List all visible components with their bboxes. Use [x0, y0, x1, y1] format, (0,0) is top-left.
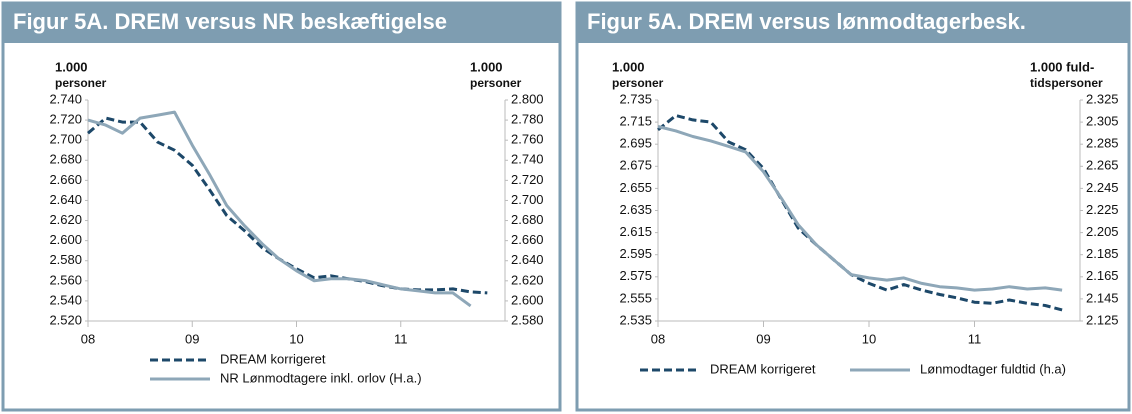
y-axis-label: 1.000	[55, 59, 88, 74]
y2-tick-label: 2.680	[511, 212, 544, 227]
y-tick-label: 2.720	[49, 112, 82, 127]
y-tick-label: 2.575	[619, 268, 652, 283]
y-tick-label: 2.735	[619, 91, 652, 106]
y2-tick-label: 2.305	[1086, 114, 1119, 129]
y-tick-label: 2.700	[49, 132, 82, 147]
panel-frame	[1, 1, 562, 412]
y2-tick-label: 2.780	[511, 112, 544, 127]
x-tick-label: 11	[968, 331, 982, 346]
y2-tick-label: 2.145	[1086, 290, 1119, 305]
panel-header	[3, 3, 560, 43]
y2-tick-label: 2.720	[511, 172, 544, 187]
legend-label: DREAM korrigeret	[220, 351, 326, 366]
y2-axis-label: personer	[470, 76, 522, 90]
legend-label: NR Lønmodtagere inkl. orlov (H.a.)	[220, 370, 422, 385]
panel-header	[577, 3, 1129, 43]
y-tick-label: 2.675	[619, 158, 652, 173]
y2-tick-label: 2.660	[511, 232, 544, 247]
y2-tick-label: 2.580	[511, 312, 544, 327]
chart-title: Figur 5A. DREM versus NR beskæftigelse	[13, 9, 447, 34]
legend-label: DREAM korrigeret	[710, 361, 816, 376]
y2-tick-label: 2.225	[1086, 202, 1119, 217]
x-tick-label: 08	[651, 331, 665, 346]
chart-title: Figur 5A. DREM versus lønmodtagerbesk.	[587, 9, 1026, 34]
x-tick-label: 10	[862, 331, 876, 346]
y2-tick-label: 2.185	[1086, 246, 1119, 261]
y-tick-label: 2.640	[49, 192, 82, 207]
y2-axis-label: 1.000 fuld-	[1030, 59, 1094, 74]
y2-tick-label: 2.265	[1086, 158, 1119, 173]
y2-tick-label: 2.285	[1086, 136, 1119, 151]
y-tick-label: 2.600	[49, 232, 82, 247]
y2-tick-label: 2.325	[1086, 91, 1119, 106]
y-tick-label: 2.680	[49, 152, 82, 167]
x-tick-label: 10	[289, 331, 303, 346]
y-tick-label: 2.615	[619, 224, 652, 239]
y-tick-label: 2.655	[619, 180, 652, 195]
y-axis-label: 1.000	[612, 59, 645, 74]
y-tick-label: 2.695	[619, 136, 652, 151]
y-axis-label: personer	[612, 76, 664, 90]
y2-tick-label: 2.800	[511, 91, 544, 106]
y-tick-label: 2.560	[49, 272, 82, 287]
y2-tick-label: 2.760	[511, 132, 544, 147]
y-tick-label: 2.660	[49, 172, 82, 187]
x-tick-label: 08	[81, 331, 95, 346]
y2-tick-label: 2.125	[1086, 312, 1119, 327]
x-tick-label: 09	[185, 331, 199, 346]
y-tick-label: 2.580	[49, 252, 82, 267]
series-line	[87, 110, 472, 308]
y-tick-label: 2.520	[49, 312, 82, 327]
y-tick-label: 2.595	[619, 246, 652, 261]
y2-tick-label: 2.700	[511, 192, 544, 207]
y2-tick-label: 2.640	[511, 252, 544, 267]
x-tick-label: 09	[756, 331, 770, 346]
series-line	[657, 125, 1063, 292]
y2-axis-label: 1.000	[470, 59, 503, 74]
y-tick-label: 2.540	[49, 292, 82, 307]
y2-tick-label: 2.205	[1086, 224, 1119, 239]
y2-tick-label: 2.245	[1086, 180, 1119, 195]
series-line	[657, 114, 1063, 312]
y-tick-label: 2.635	[619, 202, 652, 217]
y-tick-label: 2.715	[619, 114, 652, 129]
y-tick-label: 2.555	[619, 290, 652, 305]
y-tick-label: 2.620	[49, 212, 82, 227]
y-axis-label: personer	[55, 76, 107, 90]
y-tick-label: 2.535	[619, 312, 652, 327]
y2-tick-label: 2.600	[511, 292, 544, 307]
y2-tick-label: 2.740	[511, 152, 544, 167]
y-tick-label: 2.740	[49, 91, 82, 106]
x-tick-label: 11	[394, 331, 408, 346]
y2-axis-label: tidspersoner	[1030, 76, 1103, 90]
y2-tick-label: 2.620	[511, 272, 544, 287]
y2-tick-label: 2.165	[1086, 268, 1119, 283]
legend-label: Lønmodtager fuldtid (h.a)	[920, 361, 1066, 376]
